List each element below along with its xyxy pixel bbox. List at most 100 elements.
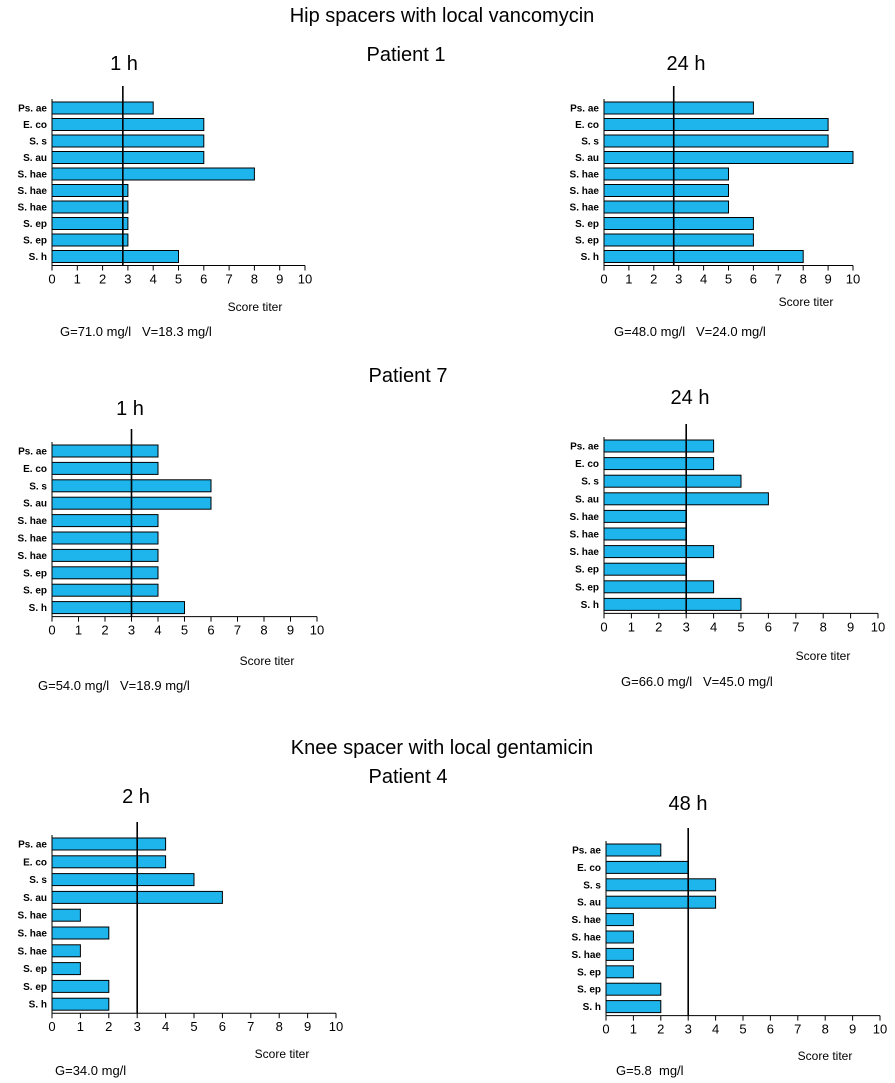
bar: [51, 514, 159, 528]
section-title-knee: Knee spacer with local gentamicin: [291, 737, 593, 759]
x-tick-label: 3: [128, 623, 135, 638]
x-tick-label: 10: [873, 1022, 887, 1037]
bar: [51, 566, 159, 580]
category-label: S. ep: [577, 985, 601, 996]
x-tick-label: 7: [792, 619, 799, 634]
bar: [51, 837, 167, 851]
x-tick-label: 3: [683, 619, 690, 634]
x-tick-label: 6: [750, 272, 757, 287]
category-label: S. au: [575, 153, 599, 164]
x-tick-label: 0: [48, 1019, 55, 1034]
x-tick-label: 9: [276, 272, 283, 287]
category-label: S. ep: [575, 219, 599, 230]
x-tick-label: 1: [628, 619, 635, 634]
x-tick-label: 5: [739, 1022, 746, 1037]
x-tick-label: 0: [600, 272, 607, 287]
chart-title: 1 h: [116, 398, 144, 420]
category-label: S. s: [583, 880, 601, 891]
category-label: S. h: [583, 1002, 601, 1013]
category-label: S. hae: [570, 512, 600, 523]
section-title-hip: Hip spacers with local vancomycin: [290, 5, 595, 27]
x-tick-label: 1: [77, 1019, 84, 1034]
category-label: S. s: [581, 477, 599, 488]
x-tick-label: 3: [124, 272, 131, 287]
chart-4: 24 h Ps. ae E. co S. s S. au S. hae S. hae S. h…: [570, 387, 886, 689]
category-label: S. hae: [18, 911, 48, 922]
category-label: S. hae: [570, 170, 600, 181]
bar: [603, 545, 715, 559]
bar: [603, 184, 729, 197]
category-label: S. au: [23, 499, 47, 510]
bar: [605, 895, 717, 909]
category-label: S. h: [29, 1000, 47, 1011]
x-tick-label: 10: [310, 623, 324, 638]
category-label: E. co: [23, 464, 47, 475]
bar: [605, 860, 689, 874]
bar: [605, 843, 662, 857]
x-tick-label: 7: [225, 272, 232, 287]
patient-label-1: Patient 1: [367, 44, 446, 66]
chart-title: 24 h: [667, 53, 706, 75]
category-label: S. hae: [570, 186, 600, 197]
x-tick-label: 6: [767, 1022, 774, 1037]
bar: [51, 944, 81, 958]
concentration-label: G=48.0 mg/l V=24.0 mg/l: [614, 324, 766, 339]
bar: [603, 509, 687, 523]
x-axis-label: Score titer: [255, 1047, 310, 1061]
bar: [51, 908, 81, 922]
bar: [605, 930, 634, 944]
patient-label-7: Patient 7: [369, 365, 448, 387]
bar: [51, 962, 81, 976]
category-label: S. ep: [23, 236, 47, 247]
concentration-label: G=71.0 mg/l V=18.3 mg/l: [60, 324, 212, 339]
bar: [51, 997, 110, 1011]
bar: [603, 580, 715, 594]
bar: [603, 457, 715, 471]
bar: [605, 965, 634, 979]
x-tick-label: 10: [298, 272, 312, 287]
category-label: S. h: [29, 252, 47, 263]
category-label: S. h: [581, 252, 599, 263]
patient-label-4: Patient 4: [369, 766, 448, 788]
category-label: Ps. ae: [572, 846, 601, 857]
category-label: E. co: [575, 459, 599, 470]
chart-title: 1 h: [110, 53, 138, 75]
bar: [603, 167, 729, 181]
bar: [51, 134, 205, 148]
x-tick-label: 3: [685, 1022, 692, 1037]
x-axis-label: Score titer: [240, 654, 295, 668]
chart-6: 48 h Ps. ae E. co S. s S. au S. hae S. hae S. h…: [572, 793, 888, 1078]
category-label: S. ep: [23, 982, 47, 993]
bar: [51, 583, 159, 597]
category-label: S. hae: [18, 929, 48, 940]
bar: [603, 101, 754, 115]
x-tick-label: 5: [175, 272, 182, 287]
x-tick-label: 10: [846, 272, 860, 287]
category-label: S. hae: [572, 915, 602, 926]
bar: [603, 597, 742, 611]
category-label: S. s: [29, 137, 47, 148]
category-label: S. hae: [18, 170, 48, 181]
x-tick-label: 5: [737, 619, 744, 634]
chart-5: 2 h Ps. ae E. co S. s S. au S. hae S. hae S. ha…: [18, 786, 344, 1078]
category-label: S. ep: [575, 236, 599, 247]
bar: [51, 548, 159, 562]
bar: [603, 439, 715, 453]
category-label: Ps. ae: [18, 447, 47, 458]
category-label: S. hae: [570, 547, 600, 558]
category-label: S. hae: [570, 203, 600, 214]
bar: [51, 444, 159, 458]
concentration-label: G=5.8 mg/l: [616, 1063, 684, 1078]
bar: [603, 200, 729, 214]
x-tick-label: 4: [154, 623, 161, 638]
x-tick-label: 9: [304, 1019, 311, 1034]
bar: [51, 250, 179, 263]
x-tick-label: 2: [657, 1022, 664, 1037]
bar: [605, 913, 634, 927]
bar: [605, 947, 634, 961]
x-tick-label: 8: [276, 1019, 283, 1034]
category-label: S. au: [23, 153, 47, 164]
chart-2: 24 h Ps. ae E. co S. s S. au S. hae S. hae S. h…: [570, 53, 861, 339]
category-label: S. h: [29, 603, 47, 614]
